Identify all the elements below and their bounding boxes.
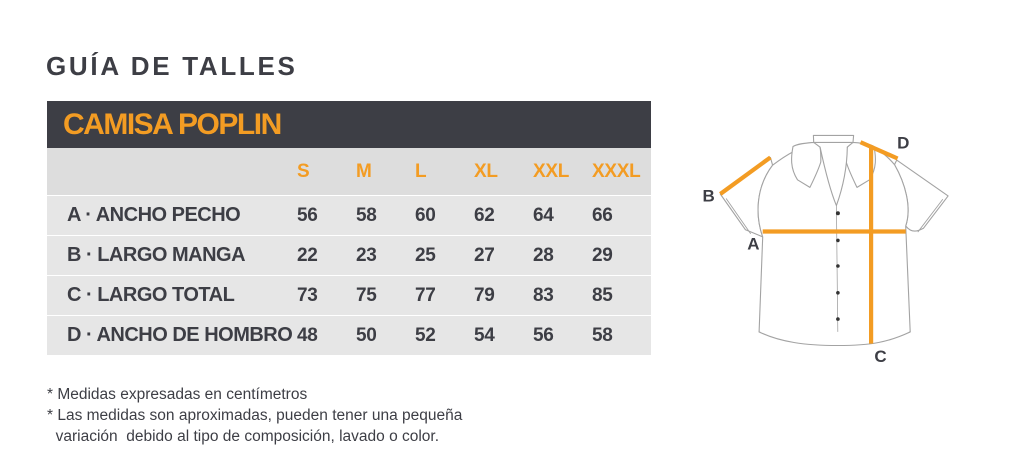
svg-text:A: A [747, 235, 759, 254]
svg-text:C: C [874, 347, 886, 366]
svg-text:D: D [897, 134, 909, 153]
svg-text:B: B [703, 187, 715, 206]
